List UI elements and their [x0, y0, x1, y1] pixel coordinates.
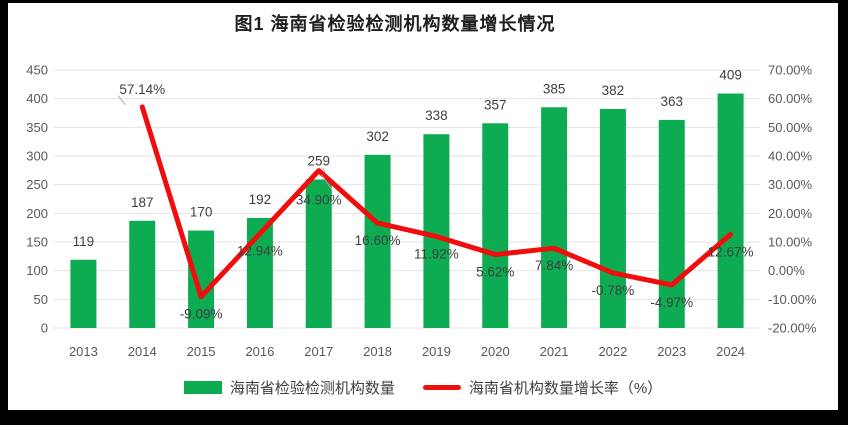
growth-rate-line — [139, 104, 734, 300]
line-point-label: 5.62% — [476, 265, 514, 280]
right-axis-tick: 0.00% — [768, 263, 805, 278]
combo-chart: 0 50 100 150 200 250 300 350 400 450 -20.00% -10.00… — [26, 63, 817, 360]
x-axis-label: 2015 — [187, 344, 216, 359]
line-series-swatch — [422, 385, 461, 390]
bar-2018 — [364, 154, 391, 328]
bar-value-label: 170 — [190, 205, 213, 220]
bar-2013 — [70, 259, 97, 328]
left-axis-tick: 100 — [26, 263, 48, 278]
bar-value-label: 187 — [131, 195, 154, 210]
bar-2021 — [541, 107, 568, 329]
bar-value-label: 119 — [73, 234, 95, 249]
x-axis-label: 2024 — [716, 344, 745, 359]
left-axis-tick: 450 — [26, 63, 48, 78]
line-point-label: 11.92% — [414, 246, 459, 261]
x-axis-label: 2020 — [481, 344, 510, 359]
line-point-label: -4.97% — [650, 295, 693, 310]
chart-legend: 海南省检验检测机构数量 海南省机构数量增长率（%） — [8, 377, 838, 398]
left-axis-tick: 0 — [41, 321, 48, 336]
left-axis-tick: 350 — [26, 120, 48, 135]
line-point-label: -0.78% — [592, 283, 635, 298]
x-axis-label: 2022 — [598, 344, 627, 359]
bar-value-label: 192 — [249, 192, 272, 207]
line-point-label: 12.94% — [237, 244, 283, 259]
right-axis-tick: 40.00% — [768, 149, 813, 164]
right-axis-tick: 70.00% — [768, 63, 813, 78]
right-axis-tick: 20.00% — [768, 206, 813, 221]
right-axis-tick: 60.00% — [768, 91, 813, 106]
right-axis-tick: 10.00% — [768, 235, 813, 250]
x-axis-label: 2019 — [422, 344, 451, 359]
legend-label-bar-series: 海南省检验检测机构数量 — [229, 380, 395, 397]
bar-value-label: 338 — [425, 108, 448, 123]
right-axis-tick: -10.00% — [768, 292, 817, 307]
x-axis-label: 2023 — [657, 344, 686, 359]
left-axis-tick: 150 — [26, 235, 48, 250]
legend-item-bar-series: 海南省检验检测机构数量 — [183, 377, 395, 398]
bar-2024 — [717, 93, 744, 328]
bar-value-label: 259 — [307, 154, 330, 169]
bar-2014 — [129, 220, 156, 328]
bar-2020 — [482, 123, 509, 328]
bar-2023 — [658, 119, 685, 328]
line-point-label: 16.60% — [355, 233, 401, 248]
line-point-label: 12.67% — [708, 244, 754, 259]
line-point-label: 57.14% — [119, 82, 165, 97]
bar-value-label: 363 — [660, 94, 683, 109]
left-axis-tick: 50 — [34, 292, 48, 307]
line-point-label: -9.09% — [180, 307, 223, 322]
legend-item-line-series: 海南省机构数量增长率（%） — [422, 377, 663, 398]
line-label-leader-line — [117, 95, 126, 106]
bar-value-label: 357 — [484, 97, 507, 112]
left-axis-tick: 300 — [26, 149, 48, 164]
chart-canvas: 0 50 100 150 200 250 300 350 400 450 -20.00% -10.00… — [8, 3, 838, 410]
bar-2015 — [188, 230, 215, 328]
line-point-label: 34.90% — [296, 193, 342, 208]
left-axis-tick: 200 — [26, 206, 48, 221]
x-axis-label: 2014 — [128, 344, 157, 359]
line-label-leader-line — [321, 174, 333, 190]
x-axis-label: 2016 — [245, 344, 274, 359]
line-point-label: 7.84% — [535, 258, 573, 273]
bar-value-label: 382 — [602, 83, 625, 98]
bar-value-label: 409 — [719, 68, 742, 83]
bar-value-label: 302 — [366, 129, 389, 144]
chart-title: 图1 海南省检验检测机构数量增长情况 — [234, 14, 556, 34]
legend-label-line-series: 海南省机构数量增长率（%） — [468, 380, 663, 397]
x-axis-label: 2013 — [69, 344, 98, 359]
x-axis-label: 2021 — [540, 344, 569, 359]
right-axis-tick: -20.00% — [768, 321, 817, 336]
bar-2017 — [305, 179, 332, 328]
bar-series-swatch — [183, 381, 222, 394]
left-axis-tick: 250 — [26, 177, 48, 192]
x-axis-label: 2018 — [363, 344, 392, 359]
right-axis-tick: 30.00% — [768, 177, 813, 192]
bar-2019 — [423, 134, 450, 328]
left-axis-tick: 400 — [26, 91, 48, 106]
bar-2022 — [599, 108, 626, 328]
right-axis-tick: 50.00% — [768, 120, 813, 135]
bar-value-label: 385 — [543, 81, 566, 96]
x-axis-label: 2017 — [304, 344, 333, 359]
